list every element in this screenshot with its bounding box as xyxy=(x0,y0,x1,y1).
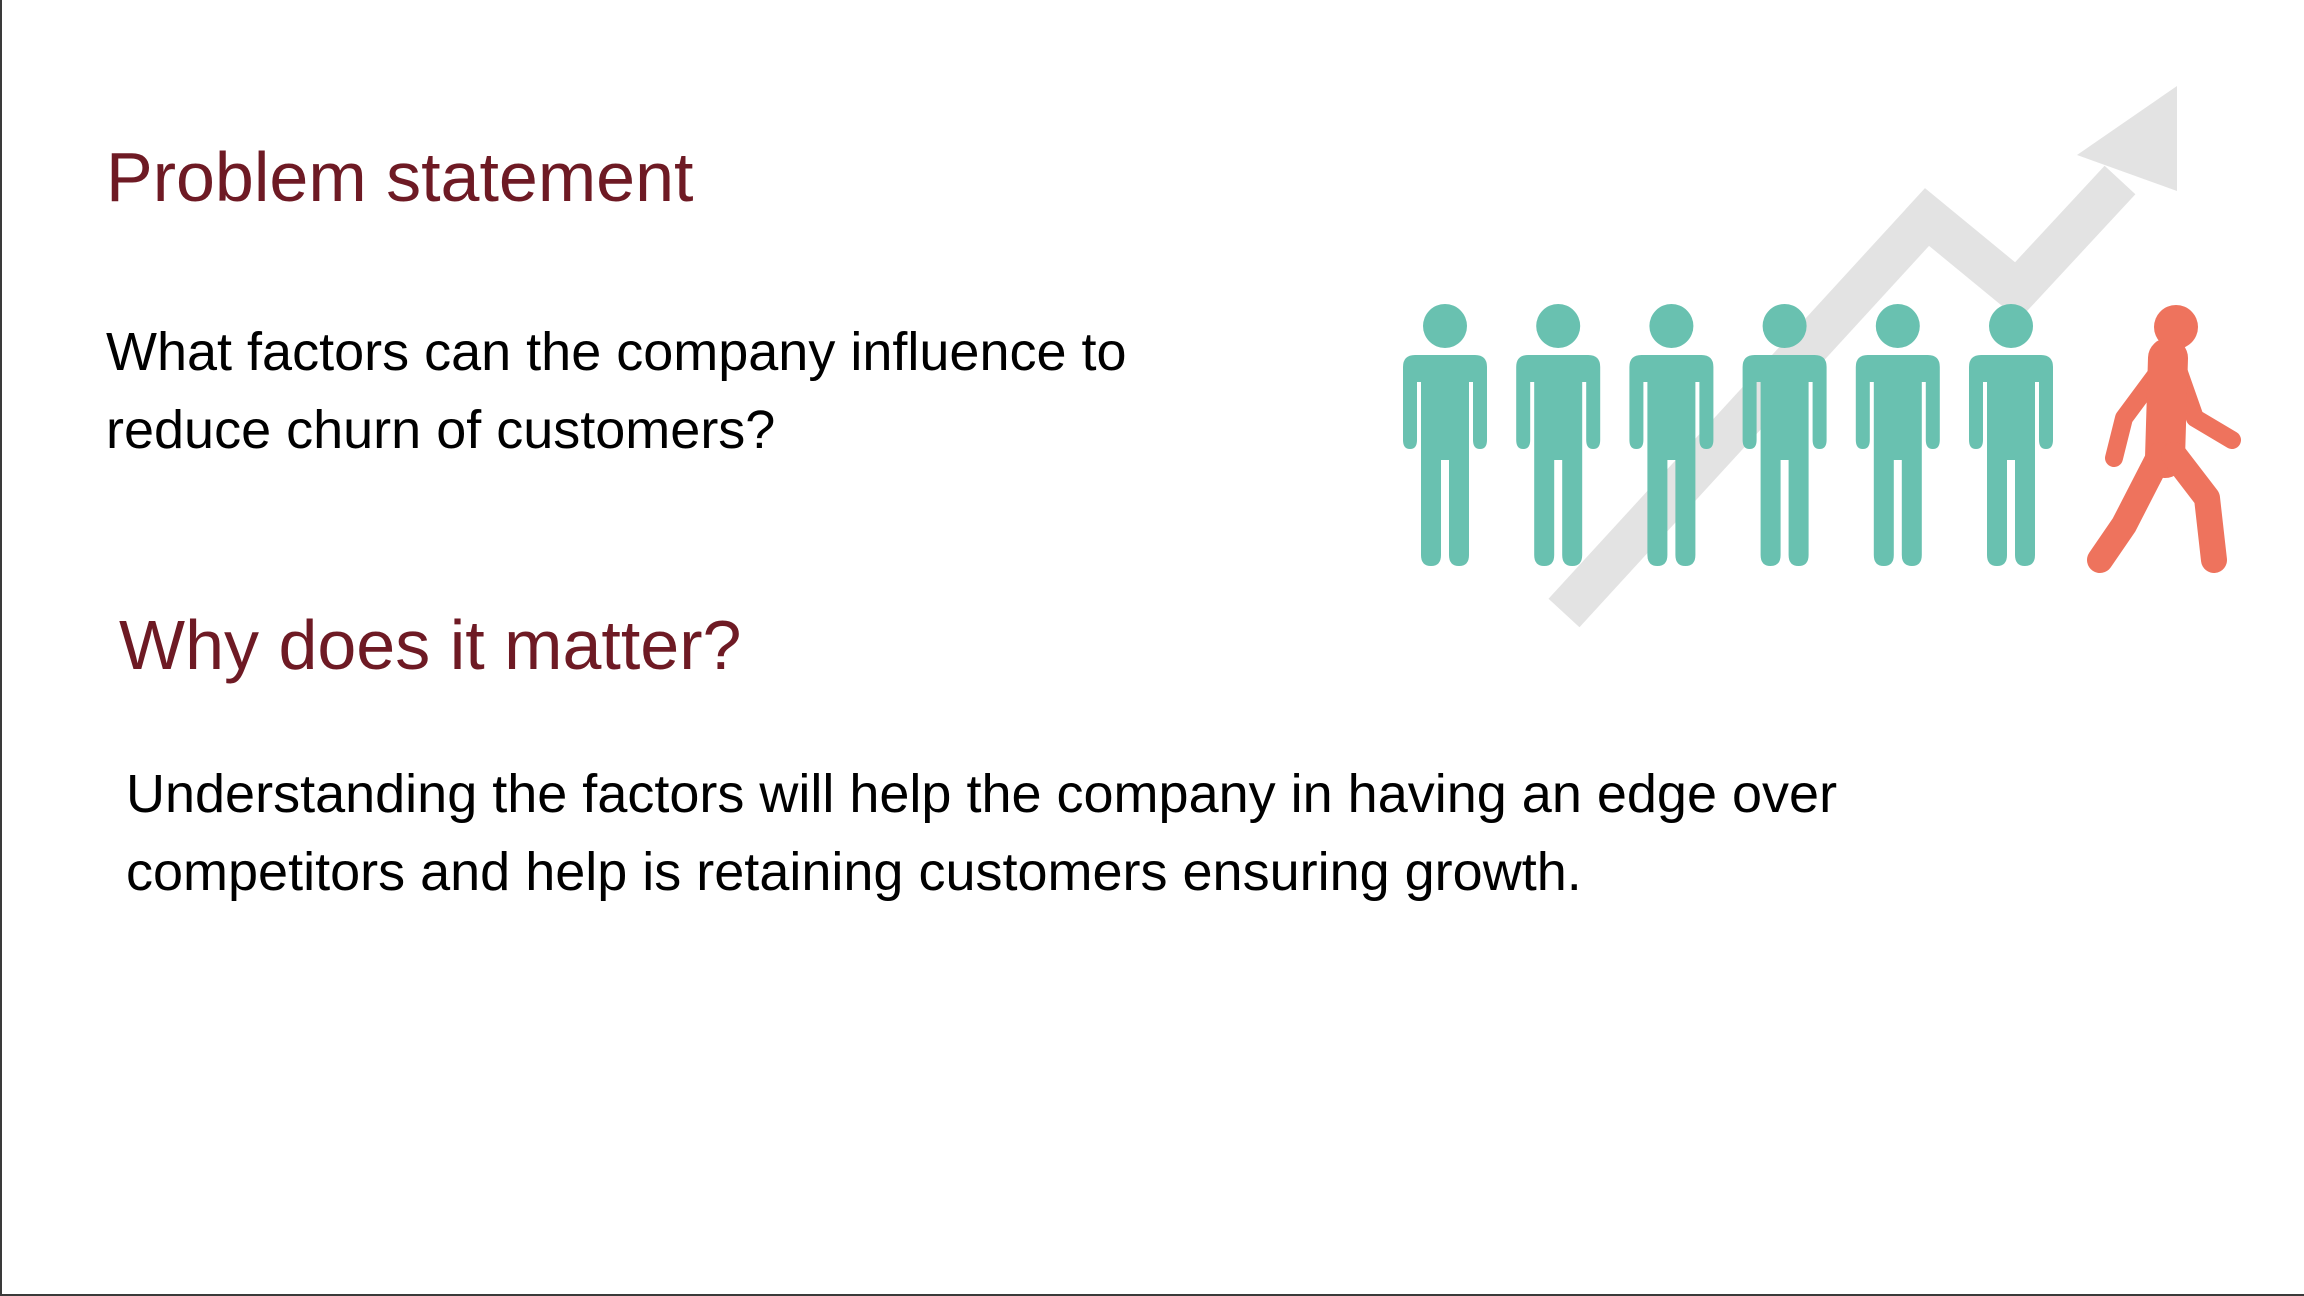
problem-statement-heading: Problem statement xyxy=(106,138,694,216)
staying-person-icon xyxy=(1855,304,1940,566)
problem-statement-text: What factors can the company influence t… xyxy=(106,322,1127,460)
why-it-matters-text: Understanding the factors will help the … xyxy=(126,764,1838,902)
staying-person-icon xyxy=(1969,304,2053,566)
customer-churn-icon xyxy=(1403,86,2241,628)
staying-person-icon xyxy=(1629,304,1714,566)
staying-person-icon xyxy=(1516,304,1601,566)
staying-person-icon xyxy=(1403,304,1487,566)
why-it-matters-heading: Why does it matter? xyxy=(119,606,742,684)
staying-person-icon xyxy=(1742,304,1827,566)
staying-customers xyxy=(1403,304,2053,566)
leaving-person-icon xyxy=(2087,305,2241,573)
